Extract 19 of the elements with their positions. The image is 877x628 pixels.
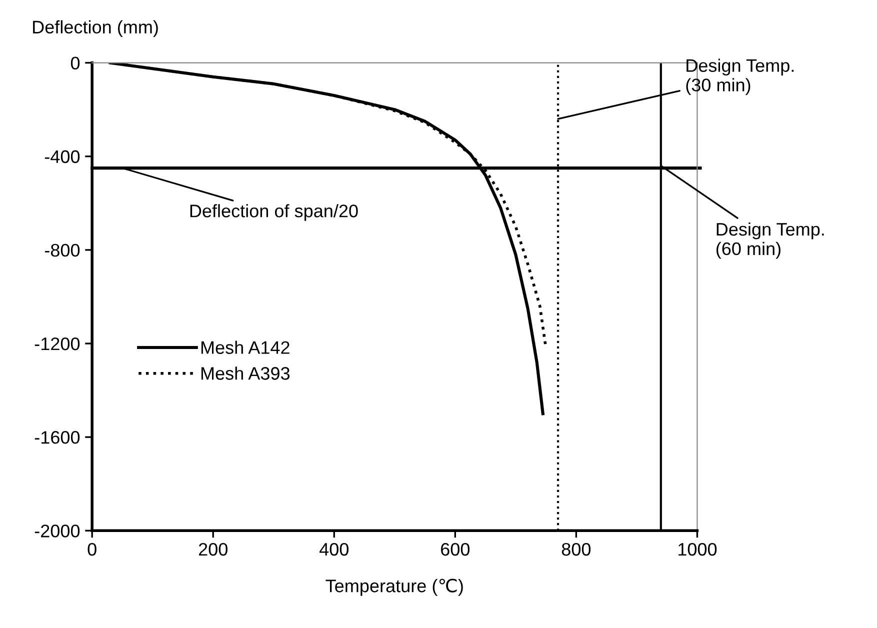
x-tick-label: 800 <box>562 542 591 556</box>
y-tick-label: 0 <box>70 56 80 70</box>
x-tick-label: 400 <box>319 542 348 556</box>
x-tick-label: 0 <box>88 542 96 556</box>
x-tick-label: 1000 <box>678 542 717 556</box>
legend-label: Mesh A393 <box>201 366 290 380</box>
y-axis-title: Deflection (mm) <box>33 20 158 38</box>
ref-line-label: Design Temp. (60 min) <box>716 222 824 259</box>
x-axis-title: Temperature (℃) <box>326 578 463 596</box>
y-tick-label: -400 <box>44 150 80 164</box>
x-tick-label: 600 <box>441 542 470 556</box>
ref-line-label: Deflection of span/20 <box>190 204 358 221</box>
y-tick-label: -2000 <box>34 524 80 538</box>
x-tick-label: 200 <box>198 542 228 556</box>
ref-line-label: Design Temp. (30 min) <box>686 58 794 95</box>
y-tick-label: -1600 <box>34 431 80 444</box>
legend-label: Mesh A142 <box>201 340 290 354</box>
y-tick-label: -800 <box>44 244 80 257</box>
y-tick-label: -1200 <box>34 337 80 350</box>
